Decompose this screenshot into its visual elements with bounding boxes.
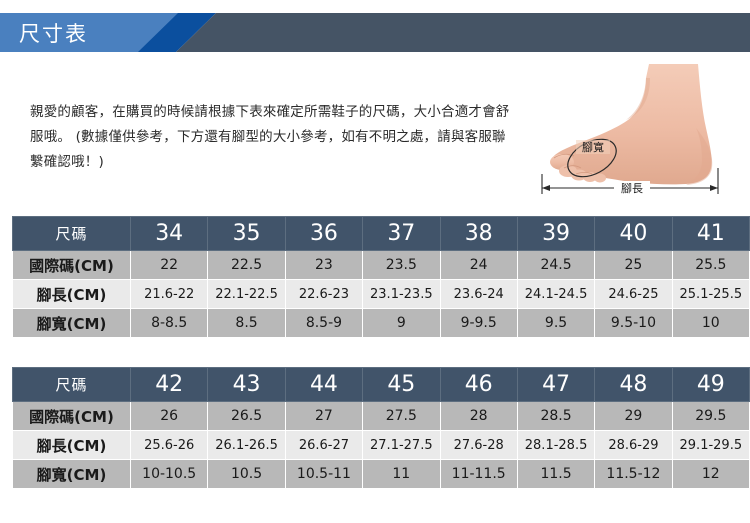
table-cell: 24.6-25 [594, 279, 673, 309]
table-cell: 24 [439, 250, 518, 280]
table-cell: 26 [129, 401, 209, 431]
intro-line-1: 親愛的顧客，在購買的時候請根據下表來確定所需鞋子的尺碼，大小合適才會舒 [30, 104, 510, 120]
banner-background-shape [0, 13, 750, 52]
foot-measurement-diagram: 腳寬 腳長 [520, 58, 750, 208]
table-cell: 25 [594, 250, 673, 280]
table-row: 腳寬(CM) 8-8.5 8.5 8.5-9 9 9-9.5 9.5 9.5-1… [12, 308, 750, 338]
table-cell: 9.5-10 [594, 308, 673, 338]
table-cell: 22.6-23 [284, 279, 364, 309]
row-label: 國際碼(CM) [12, 250, 131, 280]
size-table-small: 尺碼 34 35 36 37 38 39 40 41 國際碼(CM) 22 22… [12, 216, 750, 338]
table-cell: 25.6-26 [129, 430, 209, 460]
header-size-cell: 46 [439, 367, 518, 402]
foot-width-label: 腳寬 [582, 140, 604, 154]
foot-length-label: 腳長 [621, 182, 643, 195]
header-size-cell: 41 [671, 216, 750, 251]
table-row: 腳寬(CM) 10-10.5 10.5 10.5-11 11 11-11.5 1… [12, 459, 750, 489]
table-cell: 29 [594, 401, 673, 431]
table-cell: 24.1-24.5 [516, 279, 596, 309]
header-size-cell: 45 [362, 367, 441, 402]
size-table-large: 尺碼 42 43 44 45 46 47 48 49 國際碼(CM) 26 26… [12, 367, 750, 489]
table-cell: 10 [671, 308, 750, 338]
table-cell: 11-11.5 [439, 459, 518, 489]
table-cell: 23.5 [362, 250, 441, 280]
table-header-row: 尺碼 34 35 36 37 38 39 40 41 [12, 216, 750, 251]
table-cell: 29.5 [671, 401, 750, 431]
header-size-cell: 42 [129, 367, 209, 402]
table-cell: 28.5 [516, 401, 596, 431]
table-header-row: 尺碼 42 43 44 45 46 47 48 49 [12, 367, 750, 402]
table-row: 腳長(CM) 21.6-22 22.1-22.5 22.6-23 23.1-23… [12, 279, 750, 309]
table-cell: 10.5 [207, 459, 286, 489]
table-cell: 12 [671, 459, 750, 489]
page-banner: 尺寸表 [0, 13, 750, 52]
intro-line-2: 服哦。 (數據僅供參考，下方還有腳型的大小參考，如有不明之處，請與客服聯 [30, 129, 506, 145]
table-cell: 26.1-26.5 [207, 430, 286, 460]
foot-illustration-icon: 腳寬 腳長 [541, 64, 719, 195]
table-cell: 21.6-22 [129, 279, 209, 309]
intro-line-3: 繫確認哦！) [30, 154, 104, 170]
table-cell: 10.5-11 [284, 459, 364, 489]
table-cell: 27.6-28 [439, 430, 518, 460]
table-row: 國際碼(CM) 22 22.5 23 23.5 24 24.5 25 25.5 [12, 250, 750, 280]
table-cell: 29.1-29.5 [671, 430, 750, 460]
table-cell: 8.5 [207, 308, 286, 338]
table-cell: 22.5 [207, 250, 286, 280]
row-label: 腳長(CM) [12, 279, 131, 309]
table-cell: 23 [284, 250, 364, 280]
row-label: 腳長(CM) [12, 430, 131, 460]
table-cell: 11 [362, 459, 441, 489]
table-cell: 22 [129, 250, 209, 280]
header-size-cell: 37 [362, 216, 441, 251]
table-cell: 28.6-29 [594, 430, 673, 460]
page-title: 尺寸表 [19, 22, 88, 46]
row-label: 腳寬(CM) [12, 459, 131, 489]
header-size-label: 尺碼 [12, 367, 131, 402]
table-row: 國際碼(CM) 26 26.5 27 27.5 28 28.5 29 29.5 [12, 401, 750, 431]
header-size-cell: 44 [284, 367, 364, 402]
table-cell: 28.1-28.5 [516, 430, 596, 460]
table-cell: 26.5 [207, 401, 286, 431]
table-cell: 10-10.5 [129, 459, 209, 489]
table-cell: 28 [439, 401, 518, 431]
table-cell: 23.6-24 [439, 279, 518, 309]
table-cell: 9.5 [516, 308, 596, 338]
header-size-cell: 36 [284, 216, 364, 251]
table-row: 腳長(CM) 25.6-26 26.1-26.5 26.6-27 27.1-27… [12, 430, 750, 460]
table-cell: 8-8.5 [129, 308, 209, 338]
row-label: 腳寬(CM) [12, 308, 131, 338]
row-label: 國際碼(CM) [12, 401, 131, 431]
table-cell: 27 [284, 401, 364, 431]
table-cell: 11.5 [516, 459, 596, 489]
header-size-cell: 48 [594, 367, 673, 402]
intro-paragraph: 親愛的顧客，在購買的時候請根據下表來確定所需鞋子的尺碼，大小合適才會舒 服哦。 … [30, 100, 555, 175]
header-size-cell: 34 [129, 216, 209, 251]
table-cell: 23.1-23.5 [362, 279, 441, 309]
header-size-label: 尺碼 [12, 216, 131, 251]
table-cell: 8.5-9 [284, 308, 364, 338]
table-cell: 27.5 [362, 401, 441, 431]
header-size-cell: 35 [207, 216, 286, 251]
header-size-cell: 49 [671, 367, 750, 402]
table-cell: 22.1-22.5 [207, 279, 286, 309]
table-cell: 26.6-27 [284, 430, 364, 460]
header-size-cell: 40 [594, 216, 673, 251]
table-cell: 11.5-12 [594, 459, 673, 489]
header-size-cell: 39 [516, 216, 596, 251]
header-size-cell: 38 [439, 216, 518, 251]
header-size-cell: 47 [516, 367, 596, 402]
table-cell: 9-9.5 [439, 308, 518, 338]
table-cell: 9 [362, 308, 441, 338]
table-cell: 25.5 [671, 250, 750, 280]
table-cell: 25.1-25.5 [671, 279, 750, 309]
table-cell: 24.5 [516, 250, 596, 280]
table-cell: 27.1-27.5 [362, 430, 441, 460]
header-size-cell: 43 [207, 367, 286, 402]
